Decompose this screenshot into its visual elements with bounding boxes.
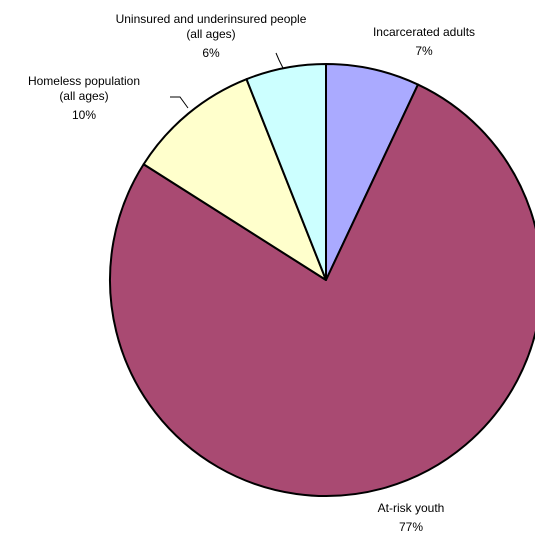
leader-line-homeless-population	[170, 96, 189, 109]
pie-slice-at-risk-youth	[109, 83, 535, 498]
pie-slices	[109, 63, 535, 498]
slice-category-uninsured-underinsured: (all ages)	[186, 27, 235, 41]
leader-lines	[170, 52, 284, 109]
slice-category-at-risk-youth: At-risk youth	[378, 501, 445, 515]
slice-category-incarcerated-adults: Incarcerated adults	[373, 25, 475, 39]
slice-category-homeless-population: (all ages)	[59, 89, 108, 103]
slice-category-homeless-population: Homeless population	[28, 74, 140, 88]
slice-label-incarcerated-adults: Incarcerated adults 7%	[373, 25, 475, 58]
slice-value-uninsured-underinsured: 6%	[202, 46, 220, 60]
leader-line-uninsured-underinsured	[275, 52, 284, 69]
slice-labels: Incarcerated adults 7% At-risk youth 77% Hom…	[28, 12, 475, 533]
slice-label-homeless-population: Homeless population (all ages) 10%	[28, 74, 140, 122]
slice-label-at-risk-youth: At-risk youth 77%	[378, 501, 445, 533]
slice-category-uninsured-underinsured: Uninsured and underinsured people	[116, 12, 307, 26]
slice-value-homeless-population: 10%	[72, 108, 96, 122]
slice-value-incarcerated-adults: 7%	[415, 44, 433, 58]
slice-label-uninsured-underinsured: Uninsured and underinsured people (all ag…	[116, 12, 307, 60]
pie-slice-uninsured-underinsured	[245, 63, 327, 281]
slice-value-at-risk-youth: 77%	[399, 520, 423, 533]
pie-slice-homeless-population	[142, 78, 327, 281]
